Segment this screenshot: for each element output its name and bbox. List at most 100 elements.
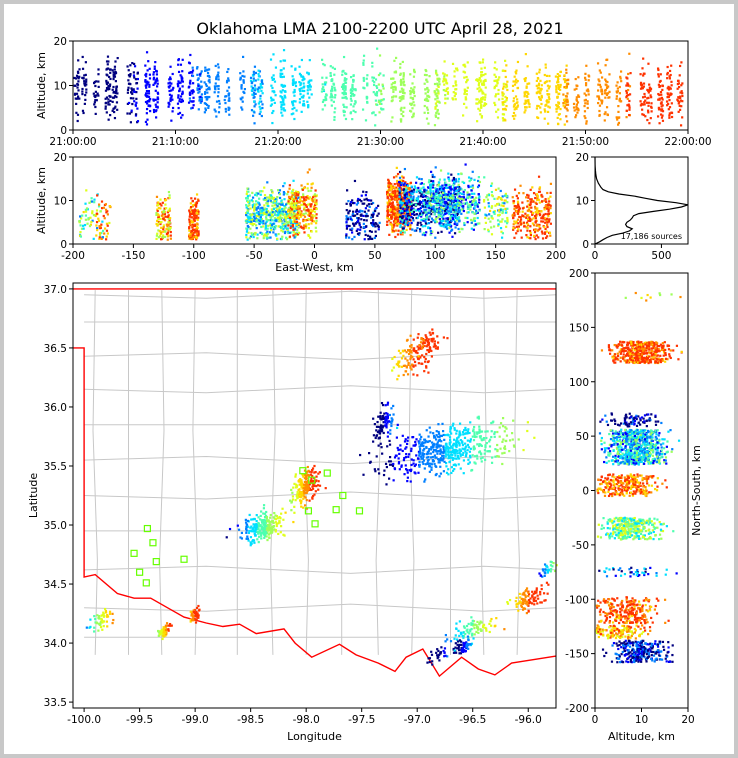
time-altitude-point bbox=[401, 60, 404, 64]
east-west-point bbox=[432, 190, 435, 193]
time-altitude-point bbox=[333, 111, 336, 114]
east-west-point bbox=[276, 196, 279, 199]
time-altitude-point bbox=[535, 91, 539, 94]
time-altitude-point bbox=[445, 74, 449, 77]
east-west-point bbox=[455, 194, 458, 197]
time-altitude-point bbox=[538, 90, 541, 93]
east-west-point bbox=[457, 183, 460, 186]
east-west-point bbox=[449, 201, 452, 204]
east-west-point bbox=[264, 234, 267, 237]
east-west-point bbox=[279, 214, 282, 217]
time-altitude-point bbox=[585, 120, 588, 123]
east-west-point bbox=[278, 206, 282, 209]
east-west-point bbox=[245, 199, 249, 202]
time-altitude-point bbox=[226, 89, 229, 92]
east-west-point bbox=[372, 221, 375, 224]
time-altitude-point bbox=[548, 97, 551, 101]
east-west-point bbox=[289, 221, 293, 224]
east-west-point bbox=[547, 208, 550, 211]
east-west-point bbox=[447, 177, 450, 181]
time-altitude-point bbox=[504, 95, 507, 99]
time-altitude-point bbox=[475, 98, 478, 101]
time-altitude-point bbox=[180, 92, 184, 96]
east-west-point bbox=[246, 197, 249, 200]
east-west-point bbox=[546, 223, 549, 227]
east-west-point bbox=[500, 236, 504, 239]
time-altitude-point bbox=[556, 76, 560, 79]
east-west-point bbox=[159, 233, 162, 236]
time-altitude-point bbox=[411, 98, 415, 101]
east-west-point bbox=[547, 215, 550, 218]
east-west-point bbox=[284, 230, 287, 233]
east-west-point bbox=[476, 211, 479, 214]
east-west-point bbox=[424, 205, 427, 208]
east-west-point bbox=[452, 196, 455, 199]
time-altitude-point bbox=[97, 68, 100, 71]
time-altitude-point bbox=[606, 113, 609, 116]
east-west-point bbox=[398, 183, 401, 186]
time-altitude-point bbox=[375, 91, 379, 95]
time-altitude-point bbox=[240, 85, 243, 88]
time-altitude-point bbox=[659, 79, 662, 83]
east-west-point bbox=[399, 209, 403, 213]
time-altitude-point bbox=[540, 84, 543, 87]
east-west-point bbox=[388, 189, 391, 192]
east-west-point bbox=[193, 218, 196, 221]
east-west-point bbox=[467, 185, 470, 189]
time-altitude-point bbox=[181, 99, 184, 103]
time-altitude-point bbox=[555, 86, 558, 89]
time-altitude-point bbox=[192, 90, 195, 93]
east-west-point bbox=[398, 195, 401, 198]
east-west-point bbox=[309, 212, 312, 215]
east-west-point bbox=[292, 179, 295, 182]
east-west-point bbox=[416, 188, 419, 192]
time-altitude-point bbox=[545, 99, 548, 103]
time-altitude-point bbox=[443, 75, 446, 78]
east-west-point bbox=[295, 231, 298, 235]
time-altitude-point bbox=[539, 106, 542, 109]
east-west-point bbox=[494, 204, 497, 207]
time-altitude-point bbox=[208, 95, 211, 99]
east-west-point bbox=[270, 201, 273, 204]
east-west-point bbox=[458, 201, 461, 204]
east-west-point bbox=[460, 227, 463, 230]
east-west-point bbox=[473, 217, 476, 220]
east-west-point bbox=[429, 189, 432, 193]
east-west-point bbox=[527, 214, 530, 217]
east-west-point bbox=[437, 231, 440, 234]
east-west-point bbox=[458, 195, 461, 198]
east-west-point bbox=[90, 220, 93, 224]
east-west-point bbox=[94, 214, 97, 217]
east-west-point bbox=[160, 231, 163, 234]
east-west-point bbox=[304, 219, 307, 222]
east-west-point bbox=[467, 176, 471, 179]
time-altitude-point bbox=[494, 75, 498, 78]
east-west-point bbox=[167, 197, 170, 200]
time-altitude-point bbox=[126, 102, 129, 105]
time-altitude-point bbox=[437, 117, 440, 120]
east-west-point bbox=[288, 216, 292, 219]
time-altitude-point bbox=[223, 98, 226, 102]
east-west-point bbox=[436, 187, 439, 191]
east-west-point bbox=[315, 230, 318, 233]
east-west-point bbox=[405, 195, 409, 198]
east-west-point bbox=[454, 204, 457, 207]
time-altitude-point bbox=[537, 82, 541, 85]
east-west-point bbox=[393, 213, 396, 216]
time-altitude-point bbox=[114, 92, 117, 95]
east-west-point bbox=[396, 197, 399, 201]
east-west-point bbox=[102, 206, 106, 209]
east-west-point bbox=[348, 209, 351, 213]
time-altitude-point bbox=[329, 74, 332, 77]
east-west-point bbox=[398, 217, 402, 221]
time-altitude-point bbox=[144, 79, 147, 82]
time-altitude-point bbox=[321, 87, 324, 90]
time-altitude-point bbox=[483, 104, 486, 107]
east-west-point bbox=[420, 218, 423, 222]
east-west-point bbox=[440, 211, 443, 214]
time-altitude-point bbox=[604, 78, 607, 81]
time-altitude-point bbox=[436, 108, 439, 112]
east-west-point bbox=[512, 216, 515, 219]
time-altitude-point bbox=[301, 89, 304, 92]
time-altitude-point bbox=[423, 98, 427, 102]
